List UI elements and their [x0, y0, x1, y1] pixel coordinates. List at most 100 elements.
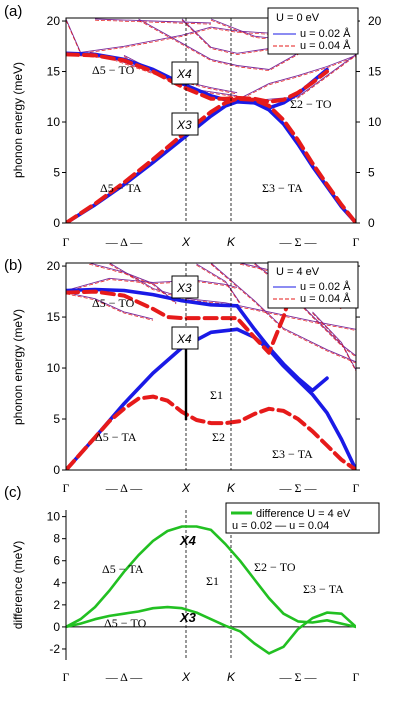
y-tick-label: 15 [47, 65, 61, 79]
thin-band-a-6 [236, 54, 356, 101]
label-s1: Σ1 [206, 574, 219, 588]
x-tick-label: — Σ — [279, 481, 318, 495]
thin-band-dashed-b-2 [89, 263, 177, 305]
panel-b: (b) 0 5 10 15 20 phonon energy (meV) U = 4 e… [4, 257, 360, 477]
thin-band-a-7 [66, 18, 81, 53]
x-tick-label: — Δ — [105, 481, 143, 495]
x-tick-label: — Δ — [105, 235, 143, 249]
y-tick-label: 0 [53, 620, 60, 634]
thin-band-b-4 [210, 263, 356, 363]
panel-c: (c) -2 0 2 4 6 8 10 difference (meV) differenc… [4, 484, 380, 660]
panel-a-ylabel: phonon energy (meV) [11, 62, 25, 178]
panel-b-legend: U = 4 eV u = 0.02 Å u = 0.04 Å [267, 261, 359, 309]
label-s3ta: Σ3 − TA [272, 447, 313, 461]
label-x3: X3 [179, 610, 197, 625]
y-tick-label-right: 20 [368, 14, 382, 28]
x-tick-label: Γ [63, 235, 70, 249]
legend-entry-2: u = 0.04 Å [300, 292, 351, 305]
legend-box [267, 261, 359, 309]
panel-a-label: (a) [4, 3, 22, 20]
panel-b-frame [65, 262, 357, 471]
label-x3: X3 [176, 118, 192, 132]
y-tick-label: 2 [53, 598, 60, 612]
thin-band-dashed-b-8 [312, 312, 356, 372]
thin-band-dashed-b-1 [109, 263, 356, 331]
x-tick-label: — Σ — [279, 670, 318, 684]
y-tick-label: 0 [53, 216, 60, 230]
y-tick-label: 5 [53, 166, 60, 180]
x-tick-label: Γ [353, 235, 360, 249]
thin-band-b-8 [312, 311, 356, 371]
thin-band-b-2 [89, 263, 177, 304]
label-x4: X4 [179, 533, 197, 548]
y-tick-label: 6 [53, 554, 60, 568]
thin-band-dashed-b-7 [196, 264, 241, 305]
thin-band-a-4 [94, 18, 212, 24]
thin-band-dashed-a-4 [94, 19, 212, 25]
label-d5to: Δ5 − TO [92, 63, 135, 77]
panel-a-legend: U = 0 eV u = 0.02 Å u = 0.04 Å [267, 7, 359, 55]
label-d5to: Δ5 − TO [92, 296, 135, 310]
y-tick-label: 20 [47, 14, 61, 28]
y-tick-label: 8 [53, 532, 60, 546]
label-d5ta: Δ5 − TA [100, 181, 142, 195]
x-tick-label: K [227, 481, 236, 495]
y-tick-label: 20 [47, 259, 61, 273]
x-tick-label: X [181, 670, 191, 684]
y-tick-label-right: 15 [368, 65, 382, 79]
x4-box [171, 61, 199, 85]
y-tick-label: 15 [47, 310, 61, 324]
panel-b-series [66, 279, 356, 470]
y-tick-label: 10 [47, 115, 61, 129]
label-x3: X3 [176, 281, 192, 295]
series-line-b-3 [235, 304, 329, 393]
x-tick-label: K [227, 235, 236, 249]
thin-band-dashed-a-1 [66, 54, 238, 98]
legend-box [267, 7, 359, 55]
label-d5to: Δ5 − TO [104, 616, 147, 630]
panel-c-y-ticks: -2 0 2 4 6 8 10 [47, 510, 66, 656]
label-s3ta: Σ3 − TA [303, 582, 344, 596]
legend-entry-1: difference U = 4 eV [256, 508, 351, 520]
thin-band-dashed-b-4 [210, 263, 356, 364]
panel-c-series [66, 525, 356, 655]
x-tick-label: — Σ — [279, 235, 318, 249]
thin-band-a-0 [66, 24, 299, 55]
x-tick-label: Γ [353, 481, 360, 495]
panel-a-frame [65, 17, 357, 224]
label-s2: Σ2 [212, 430, 225, 444]
y-tick-label: 0 [53, 463, 60, 477]
legend-entry-2: u = 0.04 Å [300, 39, 351, 52]
x-tick-label: X [181, 235, 191, 249]
panel-c-ylabel: difference (meV) [11, 541, 25, 629]
x-tick-label: Γ [63, 481, 70, 495]
panel-a-series [66, 51, 356, 223]
panel-c-legend: difference U = 4 eV u = 0.02 — u = 0.04 [225, 502, 380, 534]
y-tick-label-right: 0 [368, 216, 375, 230]
x-tick-label: X [181, 481, 191, 495]
y-tick-label: 5 [53, 412, 60, 426]
label-s2to: Σ2 − TO [290, 97, 332, 111]
panel-a-y-ticks: 0 0 5 5 10 10 15 15 20 20 [47, 14, 382, 230]
y-tick-label: -2 [49, 642, 60, 656]
legend-entry-1: u = 0.02 Å [300, 280, 351, 293]
label-s2to: Σ2 − TO [254, 560, 296, 574]
x-tick-label: — Δ — [105, 670, 143, 684]
x-tick-label: K [227, 670, 236, 684]
panel-b-x-ticks: Γ — Δ — X K — Σ — Γ [63, 481, 360, 495]
series-line-b-1 [66, 287, 239, 308]
panel-b-label: (b) [4, 257, 22, 274]
label-d5ta: Δ5 − TA [95, 430, 137, 444]
y-tick-label-right: 5 [368, 166, 375, 180]
x4-box [171, 326, 199, 350]
thin-band-dashed-a-0 [66, 25, 299, 56]
panel-b-bands [66, 263, 356, 470]
thin-band-dashed-a-2 [138, 19, 356, 72]
y-tick-label-right: 10 [368, 115, 382, 129]
series-line-b-4 [66, 394, 356, 470]
x-tick-label: Γ [63, 670, 70, 684]
legend-title: U = 4 eV [276, 266, 320, 278]
y-tick-label: 10 [47, 510, 61, 524]
thin-band-b-7 [196, 263, 241, 304]
panel-a: (a) 0 0 5 5 10 10 15 15 20 20 phonon energy (meV)… [4, 3, 382, 230]
